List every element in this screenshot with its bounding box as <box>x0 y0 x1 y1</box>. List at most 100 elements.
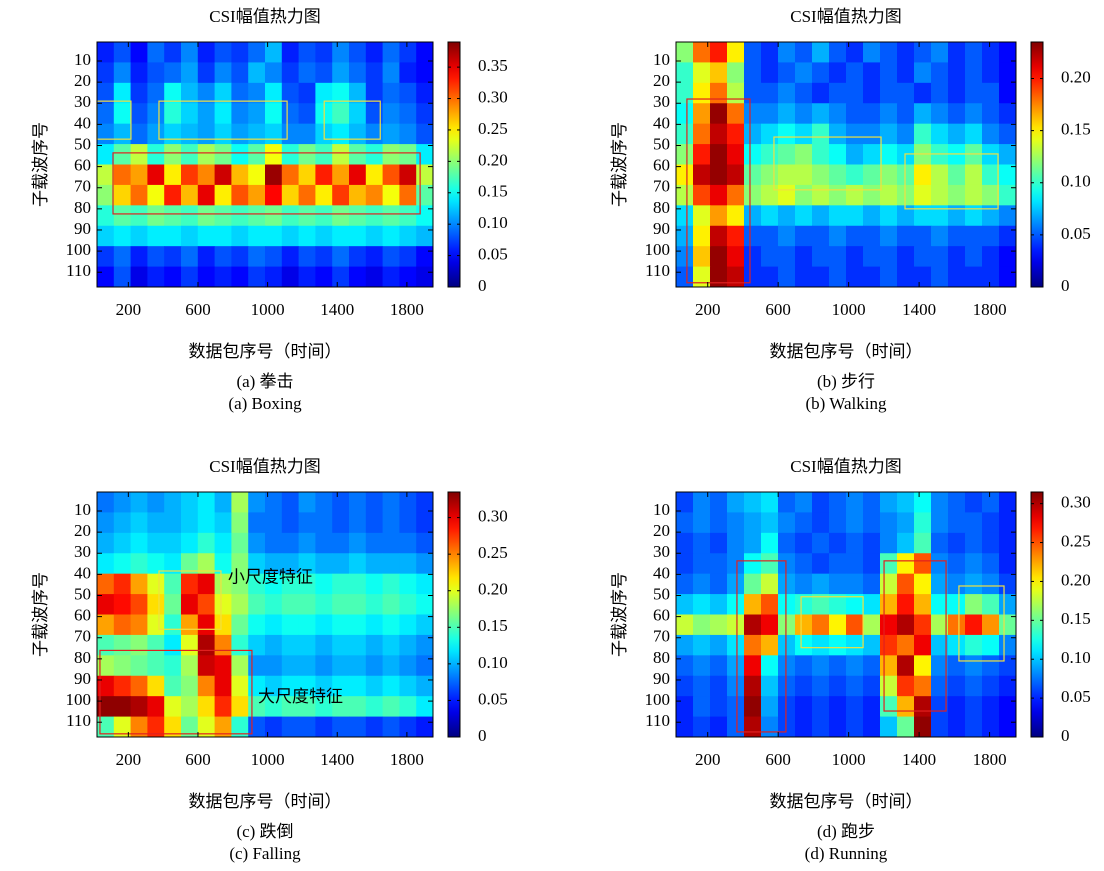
heat-cell <box>948 82 966 104</box>
heat-cell <box>130 266 148 287</box>
heat-cell <box>965 42 983 63</box>
colorbar-tick-label: 0.30 <box>478 507 508 526</box>
heat-cell <box>332 594 350 615</box>
heat-cell <box>382 225 400 247</box>
heat-cell <box>761 553 779 575</box>
heat-cell <box>248 266 266 287</box>
heat-cell <box>795 184 813 206</box>
heat-cell <box>399 553 417 575</box>
heat-cell <box>113 246 132 268</box>
heat-cell <box>281 123 300 145</box>
heat-cell <box>710 716 728 737</box>
heat-cell <box>795 634 813 656</box>
heat-cell <box>281 266 300 287</box>
colorbar-tick-label: 0.30 <box>1061 493 1091 512</box>
heat-cell <box>795 655 813 677</box>
heat-cell <box>181 246 199 268</box>
heat-cell <box>829 62 847 84</box>
x-tick-label: 200 <box>695 750 721 769</box>
heat-cell <box>761 655 779 677</box>
heat-cell <box>795 42 813 63</box>
heat-cell <box>399 164 417 186</box>
heat-cell <box>914 594 932 615</box>
heat-cell <box>349 594 367 615</box>
y-tick-label: 90 <box>74 669 91 688</box>
heat-cell <box>181 655 199 677</box>
heat-cell <box>676 103 694 125</box>
heat-cell <box>231 184 249 206</box>
x-tick-label: 1000 <box>832 750 866 769</box>
heat-cell <box>113 655 132 677</box>
heat-cell <box>399 225 417 247</box>
heat-cell <box>365 573 384 595</box>
highlight-box <box>158 100 288 140</box>
heat-cell <box>829 205 847 227</box>
heat-cell <box>281 205 300 227</box>
y-tick-label: 50 <box>653 584 670 603</box>
heat-cell <box>693 82 711 104</box>
heat-cell <box>399 184 417 206</box>
heat-cell <box>298 594 316 615</box>
heat-cell <box>416 103 433 125</box>
highlight-box <box>99 649 253 735</box>
heat-cell <box>897 553 915 575</box>
heat-cell <box>846 144 864 165</box>
heat-cell <box>897 716 915 737</box>
heat-cell <box>897 225 915 247</box>
heat-cell <box>880 614 898 636</box>
heat-cell <box>710 42 728 63</box>
heat-cell <box>113 696 132 718</box>
heat-cell <box>999 614 1016 636</box>
heat-cell <box>744 492 762 513</box>
heat-cell <box>248 103 266 125</box>
heat-cell <box>265 164 283 186</box>
heat-cell <box>710 553 728 575</box>
colorbar-tick-label: 0 <box>1061 276 1070 295</box>
heat-cell <box>164 675 182 697</box>
heat-cell <box>999 62 1016 84</box>
heat-cell <box>897 42 915 63</box>
heat-cell <box>727 716 745 737</box>
heat-cell <box>281 675 300 697</box>
heat-cell <box>863 164 881 186</box>
heat-cell <box>214 246 232 268</box>
heat-cell <box>999 184 1016 206</box>
heat-cell <box>332 553 350 575</box>
heat-cell <box>332 62 350 84</box>
heat-cell <box>349 532 367 554</box>
heat-cell <box>231 634 249 656</box>
heat-cell <box>231 62 249 84</box>
heat-cell <box>231 164 249 186</box>
heat-cell <box>349 42 367 63</box>
heat-cell <box>382 205 400 227</box>
x-tick-label: 1000 <box>251 300 285 319</box>
heat-cell <box>231 492 249 513</box>
heat-cell <box>113 512 132 534</box>
heat-cell <box>693 164 711 186</box>
panel: 200 600 1000 1400 1800 10 20 30 40 50 60 70 80 90 100 1… <box>31 7 508 413</box>
heat-cell <box>130 144 148 165</box>
heat-cell <box>248 144 266 165</box>
heat-cell <box>164 123 182 145</box>
heat-cell <box>248 184 266 206</box>
heat-cell <box>676 634 694 656</box>
heat-cell <box>164 696 182 718</box>
heat-cell <box>147 205 165 227</box>
heat-cell <box>727 492 745 513</box>
heat-cell <box>265 184 283 206</box>
heat-cell <box>982 42 1000 63</box>
heat-cell <box>931 573 949 595</box>
heat-cell <box>744 205 762 227</box>
heat-cell <box>97 675 115 697</box>
heat-cell <box>965 696 983 718</box>
x-tick-label: 200 <box>116 750 142 769</box>
heat-cell <box>829 512 847 534</box>
heat-cell <box>265 266 283 287</box>
heat-cell <box>281 164 300 186</box>
heat-cell <box>382 144 400 165</box>
heat-cell <box>315 246 333 268</box>
heat-cell <box>931 655 949 677</box>
heat-cell <box>982 716 1000 737</box>
heat-cell <box>365 675 384 697</box>
heat-cell <box>897 594 915 615</box>
